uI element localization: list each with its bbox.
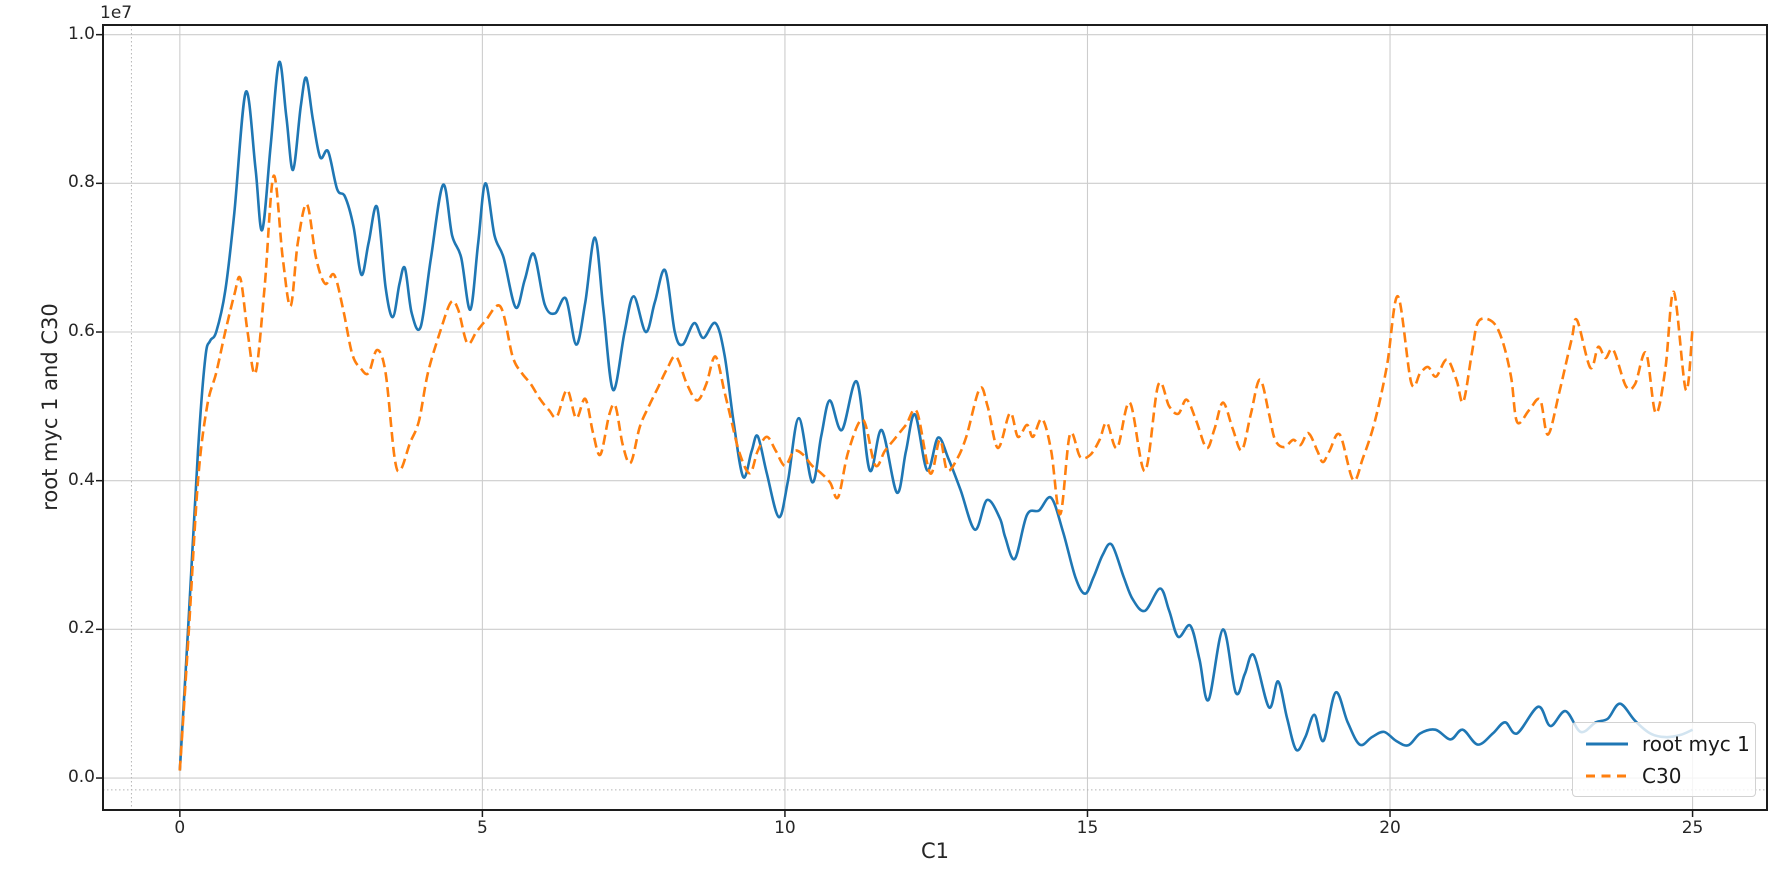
y-tick-label: 0.2: [67, 618, 95, 639]
x-tick-label: 20: [1379, 818, 1401, 838]
y-tick-label: 1.0: [67, 23, 95, 44]
x-tick-label: 25: [1681, 818, 1704, 838]
axes-spines: [102, 24, 1768, 811]
y-tick-label: 0.6: [67, 321, 95, 341]
y-tick-label: 0.8: [67, 172, 95, 193]
y-tick-label: 0.4: [67, 469, 95, 490]
x-tick-label: 10: [774, 818, 796, 838]
x-tick-label: 15: [1076, 818, 1099, 838]
x-axis-label: C1: [920, 839, 950, 863]
series-line-root-myc-1: [178, 60, 1694, 771]
legend-entry-root-myc-1: root myc 1: [1585, 728, 1755, 760]
series-line-c30: [178, 174, 1694, 771]
y-axis-offset-label: 1e7: [100, 3, 133, 23]
x-tick-label: 0: [174, 818, 186, 838]
legend-label: root myc 1: [1642, 732, 1750, 756]
legend-label: C30: [1642, 764, 1682, 788]
x-tick-label: 5: [476, 818, 488, 838]
y-axis-label: root myc 1 and C30: [38, 303, 62, 511]
legend: root myc 1 C30: [1572, 722, 1756, 797]
legend-line-solid-icon: [1586, 742, 1628, 746]
y-tick-label: 0.0: [67, 767, 95, 788]
legend-line-dashed-icon: [1586, 774, 1628, 778]
legend-entry-c30: C30: [1585, 760, 1755, 792]
